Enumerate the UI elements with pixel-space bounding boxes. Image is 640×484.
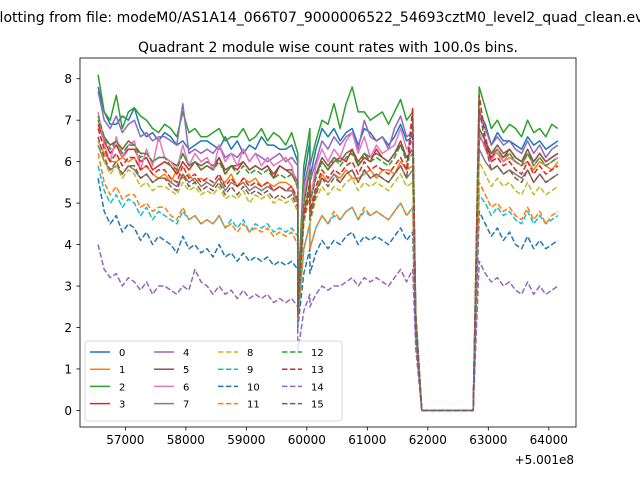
x-tick-label: 60000 — [288, 433, 326, 447]
x-tick-label: 58000 — [167, 433, 205, 447]
y-tick-label: 8 — [64, 72, 72, 86]
legend-frame — [84, 340, 343, 422]
series-line-14 — [97, 244, 559, 412]
y-tick-label: 0 — [64, 404, 72, 418]
legend-label-13: 13 — [311, 365, 324, 376]
x-tick-label: 61000 — [348, 433, 386, 447]
legend-label-10: 10 — [247, 382, 260, 393]
y-tick-label: 1 — [64, 362, 72, 376]
y-tick-label: 5 — [64, 197, 72, 211]
y-tick-label: 7 — [64, 114, 72, 128]
legend-label-12: 12 — [311, 348, 324, 359]
legend-label-14: 14 — [311, 382, 324, 393]
x-tick-label: 63000 — [469, 433, 507, 447]
legend-label-1: 1 — [119, 365, 125, 376]
legend-label-6: 6 — [183, 382, 189, 393]
series-line-11 — [97, 153, 559, 412]
chart-title: Quadrant 2 module wise count rates with … — [138, 40, 518, 56]
y-tick-label: 3 — [64, 280, 72, 294]
plot-area: 57000 58000 59000 60000 61000 62000 63000 64000… — [64, 57, 577, 447]
y-tick-label: 4 — [64, 238, 72, 252]
x-tick-label: 64000 — [530, 433, 568, 447]
axes-frame — [79, 57, 577, 428]
series-line-15 — [97, 107, 559, 412]
x-axis-offset-label: +5.001e8 — [515, 453, 574, 467]
legend-label-0: 0 — [119, 348, 125, 359]
series-line-8 — [97, 136, 559, 412]
x-tick-label: 59000 — [227, 433, 265, 447]
y-tick-label: 2 — [64, 321, 72, 335]
legend-label-11: 11 — [247, 400, 260, 411]
figure-suptitle: Plotting from file: modeM0/AS1A14_066T07… — [0, 10, 640, 26]
legend-label-4: 4 — [183, 348, 189, 359]
legend-label-8: 8 — [247, 348, 253, 359]
series-group — [97, 74, 559, 412]
legend-label-7: 7 — [183, 400, 189, 411]
legend-label-15: 15 — [311, 400, 324, 411]
legend-label-9: 9 — [247, 365, 253, 376]
x-tick-label: 57000 — [106, 433, 144, 447]
legend-label-5: 5 — [183, 365, 189, 376]
legend-label-2: 2 — [119, 382, 125, 393]
y-tick-label: 6 — [64, 155, 72, 169]
legend-label-3: 3 — [119, 400, 125, 411]
x-tick-label: 62000 — [409, 433, 447, 447]
